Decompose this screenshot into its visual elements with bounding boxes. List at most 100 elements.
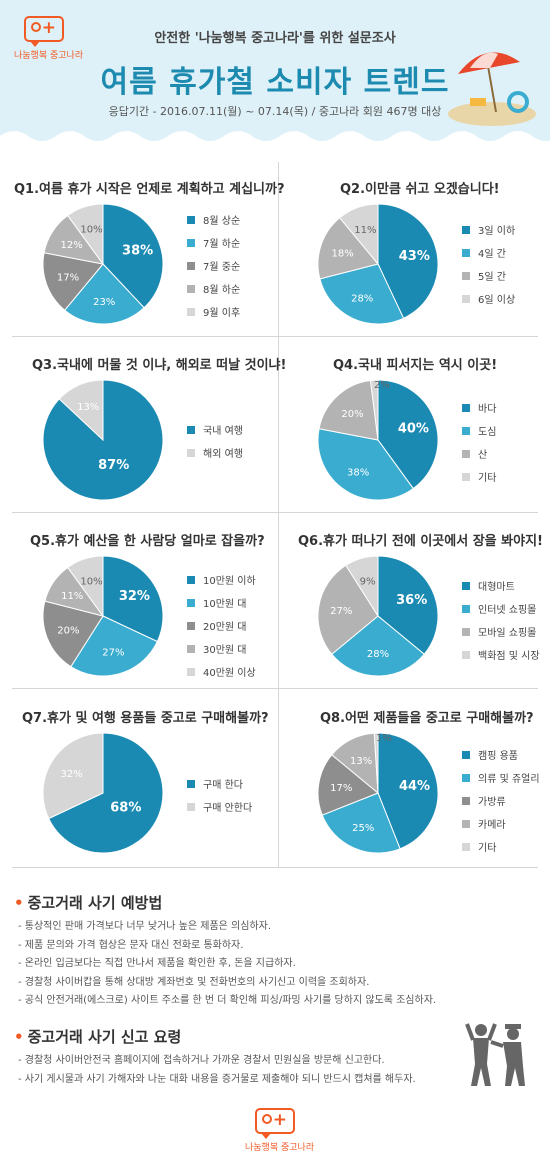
legend-label: 구매 한다 xyxy=(203,780,243,791)
legend-swatch xyxy=(462,225,470,234)
header-logo[interactable]: + 나눔행복 중고나라 xyxy=(14,16,84,61)
legend-swatch xyxy=(187,667,195,676)
tip-item: - 제품 문의와 가격 협상은 문자 대신 전화로 통화하자. xyxy=(18,939,244,951)
pie-value-label: 43% xyxy=(399,249,430,264)
legend-swatch xyxy=(187,238,195,247)
q3-pie-chart: 87% 13% xyxy=(42,379,164,501)
bullet-dot-icon: • xyxy=(14,1028,24,1046)
legend-label: 8월 하순 xyxy=(203,285,241,296)
q6-legend: 대형마트 인터넷 쇼핑몰 모바일 쇼핑몰 백화점 및 시장 xyxy=(462,574,540,666)
q1-legend: 8월 상순 7월 하순 7월 중순 8월 하순 9월 이후 xyxy=(187,208,240,323)
legend-label: 카메라 xyxy=(478,820,506,831)
legend-item: 바다 xyxy=(462,396,496,419)
legend-swatch xyxy=(187,261,195,270)
legend-label: 20만원 대 xyxy=(203,622,247,633)
pie-slice xyxy=(42,732,104,820)
legend-label: 구매 안한다 xyxy=(203,803,253,814)
pie-value-label: 23% xyxy=(93,297,115,308)
pie-slice xyxy=(70,615,158,677)
legend-item: 4일 간 xyxy=(462,241,515,264)
legend-swatch xyxy=(462,650,470,659)
q8-legend: 캠핑 용품 의류 및 쥬얼리 가방류 카메라 기타 xyxy=(462,743,540,858)
legend-swatch xyxy=(462,627,470,636)
pie-value-label: 18% xyxy=(331,249,353,260)
pie-slice xyxy=(369,379,379,441)
legend-item: 10만원 대 xyxy=(187,591,256,614)
legend-swatch xyxy=(462,773,470,782)
pie-slice xyxy=(377,203,439,319)
header-wave xyxy=(0,131,550,150)
pie-slice xyxy=(345,555,379,618)
tip-item: - 통상적인 판매 가격보다 너무 낮거나 높은 제품은 의심하자. xyxy=(18,921,272,932)
q4-title: Q4.국내 피서지는 역시 이곳! xyxy=(333,358,498,373)
pie-slice xyxy=(102,555,164,643)
logo-text: 나눔행복 중고나라 xyxy=(245,1143,315,1153)
tip-item: - 사기 게시물과 사기 가해자와 나눈 대화 내용을 증거물로 제출해야 되니… xyxy=(18,1073,416,1085)
beach-umbrella-icon xyxy=(448,52,536,126)
legend-swatch xyxy=(187,802,195,811)
q3-legend: 국내 여행 해외 여행 xyxy=(187,418,243,464)
legend-item: 모바일 쇼핑몰 xyxy=(462,620,540,643)
legend-label: 산 xyxy=(478,450,488,461)
legend-swatch xyxy=(187,215,195,224)
legend-label: 의류 및 쥬얼리 xyxy=(478,774,540,785)
legend-swatch xyxy=(187,598,195,607)
legend-label: 모바일 쇼핑몰 xyxy=(478,628,537,639)
pie-value-label: 87% xyxy=(98,458,129,473)
q8-pie-chart: 44% 25% 17% 13% 1% xyxy=(317,732,439,854)
legend-item: 인터넷 쇼핑몰 xyxy=(462,597,540,620)
pie-slice xyxy=(377,379,439,490)
legend-swatch xyxy=(462,449,470,458)
q7-title: Q7.휴가 및 여행 용품들 중고로 구매해볼까? xyxy=(22,711,269,726)
pie-value-label: 13% xyxy=(77,402,99,413)
legend-label: 캠핑 용품 xyxy=(478,751,518,762)
legend-label: 대형마트 xyxy=(478,582,515,593)
q3-title: Q3.국내에 머물 것 이냐, 해외로 떠날 것이냐! xyxy=(32,358,287,373)
pie-slice xyxy=(58,379,104,442)
legend-swatch xyxy=(462,604,470,613)
pie-value-label: 11% xyxy=(354,225,376,236)
legend-item: 도심 xyxy=(462,419,496,442)
pie-value-label: 20% xyxy=(341,409,363,420)
pie-value-label: 1% xyxy=(376,733,392,744)
legend-label: 4일 간 xyxy=(478,249,506,260)
legend-label: 30만원 대 xyxy=(203,645,247,656)
pie-slice xyxy=(48,732,164,854)
pie-value-label: 10% xyxy=(80,225,102,236)
survey-intro: 안전한 '나눔행복 중고나라'를 위한 설문조사 xyxy=(154,31,396,46)
pie-value-label: 40% xyxy=(398,422,429,437)
pie-value-label: 17% xyxy=(330,783,352,794)
pie-value-label: 10% xyxy=(80,577,102,588)
legend-swatch xyxy=(187,575,195,584)
legend-label: 6일 이상 xyxy=(478,295,516,306)
q8-title: Q8.어떤 제품들을 중고로 구매해볼까? xyxy=(320,711,534,726)
logo-chat-icon: + xyxy=(255,1108,295,1134)
legend-label: 가방류 xyxy=(478,797,506,808)
tips1-title: • 중고거래 사기 예방법 xyxy=(14,894,163,912)
q1-title: Q1.여름 휴가 시작은 언제로 계획하고 계십니까? xyxy=(14,182,285,197)
legend-item: 대형마트 xyxy=(462,574,540,597)
pie-value-label: 9% xyxy=(360,576,376,587)
legend-item: 8월 하순 xyxy=(187,277,240,300)
logo-text: 나눔행복 중고나라 xyxy=(14,51,84,61)
legend-label: 도심 xyxy=(478,427,497,438)
legend-label: 인터넷 쇼핑몰 xyxy=(478,605,537,616)
legend-label: 기타 xyxy=(478,473,497,484)
pie-value-label: 27% xyxy=(330,606,352,617)
legend-swatch xyxy=(187,307,195,316)
legend-swatch xyxy=(462,472,470,481)
row-divider-3 xyxy=(12,688,538,689)
pie-slice xyxy=(42,252,104,311)
legend-swatch xyxy=(187,621,195,630)
legend-swatch xyxy=(462,750,470,759)
pie-slice xyxy=(64,263,145,325)
footer-logo[interactable]: + 나눔행복 중고나라 xyxy=(245,1108,315,1153)
legend-label: 40만원 이상 xyxy=(203,668,256,679)
pie-value-label: 38% xyxy=(122,243,153,258)
legend-item: 해외 여행 xyxy=(187,441,243,464)
pie-value-label: 27% xyxy=(102,648,124,659)
legend-item: 산 xyxy=(462,442,496,465)
pie-slice xyxy=(377,732,439,850)
tips1-list: - 통상적인 판매 가격보다 너무 낮거나 높은 제품은 의심하자. - 제품 문… xyxy=(18,918,436,1011)
